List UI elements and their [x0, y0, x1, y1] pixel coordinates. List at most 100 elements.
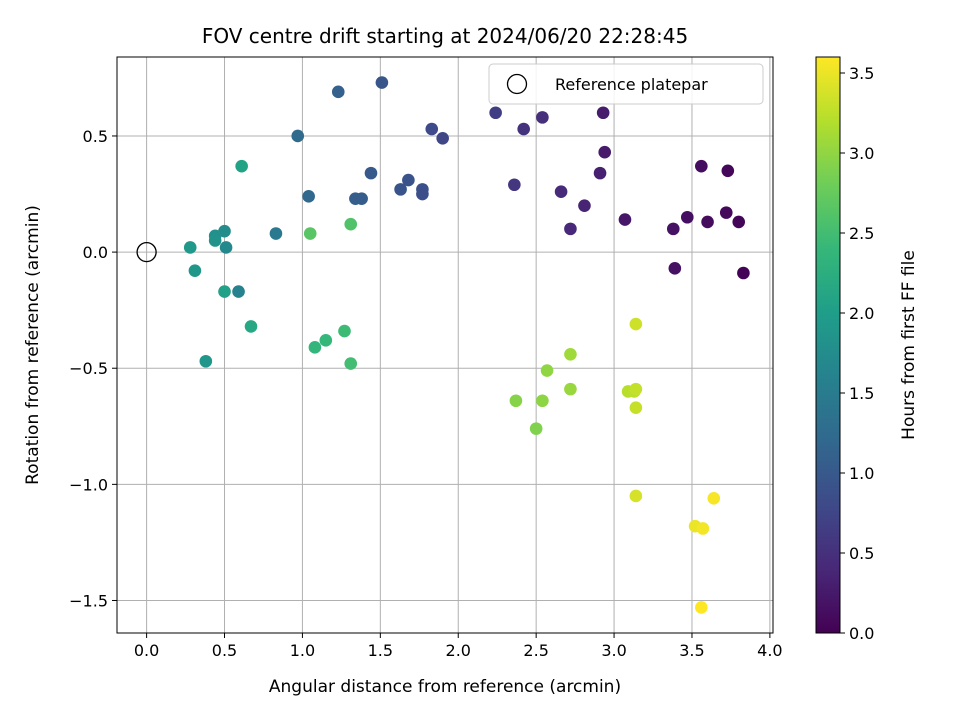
x-tick-label: 3.5: [679, 641, 704, 660]
data-point: [308, 341, 322, 354]
data-point: [425, 122, 439, 136]
x-tick-label: 4.0: [757, 641, 782, 660]
data-point: [540, 364, 554, 377]
data-point: [564, 382, 577, 396]
x-tick-label: 0.0: [134, 641, 159, 660]
data-point: [402, 173, 415, 187]
data-point: [416, 183, 429, 196]
y-tick-label: −1.5: [69, 591, 108, 610]
data-point: [331, 85, 345, 99]
data-point: [529, 422, 543, 435]
data-point: [554, 185, 568, 199]
data-point: [598, 145, 612, 159]
data-point: [232, 285, 245, 298]
data-point: [596, 106, 610, 120]
colorbar: 0.0 0.5 1.0 1.5 2.0 2.5 3.0 3.5 Hours from firs…: [815, 56, 919, 643]
x-tick-label: 1.5: [368, 641, 393, 660]
data-point: [291, 129, 305, 143]
data-point: [208, 234, 222, 247]
x-axis-label: Angular distance from reference (arcmin): [269, 677, 621, 697]
x-tick-label: 0.5: [212, 641, 237, 660]
data-point: [536, 394, 549, 408]
data-point: [244, 320, 258, 333]
reference-marker-group: [136, 241, 157, 263]
data-point: [269, 227, 283, 240]
data-point: [509, 394, 523, 408]
data-point: [666, 222, 680, 236]
colorbar-tick-label: 2.5: [849, 224, 874, 243]
data-point: [218, 224, 231, 238]
data-point: [721, 164, 735, 178]
data-point: [593, 166, 607, 180]
colorbar-tick-label: 3.5: [849, 64, 874, 83]
data-point: [199, 354, 213, 368]
chart-title: FOV centre drift starting at 2024/06/20 …: [202, 24, 688, 48]
reference-platepar-marker: [136, 241, 157, 263]
data-point: [629, 401, 643, 415]
data-point: [303, 227, 317, 240]
y-tick-label: −0.5: [69, 359, 108, 378]
y-axis-ticks: 0.5 0.0 −0.5 −1.0 −1.5: [69, 127, 117, 610]
colorbar-tick-label: 0.5: [849, 544, 874, 563]
data-point: [629, 317, 643, 331]
data-point: [564, 347, 577, 361]
y-axis-label: Rotation from reference (arcmin): [23, 205, 43, 485]
data-point: [732, 215, 746, 229]
data-point: [338, 324, 351, 338]
colorbar-tick-label: 1.5: [849, 384, 874, 403]
legend-entry-label: Reference platepar: [555, 75, 708, 94]
data-point: [188, 264, 202, 277]
data-point: [218, 285, 231, 298]
data-point: [349, 192, 362, 205]
colorbar-tick-label: 3.0: [849, 144, 874, 163]
x-axis-ticks: 0.0 0.5 1.0 1.5 2.0 2.5 3.0 3.5 4.0: [134, 633, 783, 660]
x-tick-label: 3.0: [601, 641, 626, 660]
data-point: [578, 199, 591, 212]
legend-reference-marker: [506, 73, 528, 95]
data-point: [375, 76, 389, 89]
x-tick-label: 2.5: [523, 641, 548, 660]
y-tick-label: 0.5: [83, 127, 108, 146]
data-point: [737, 266, 750, 280]
data-point: [489, 106, 502, 120]
plot-frame: [116, 56, 774, 634]
x-tick-label: 2.0: [446, 641, 471, 660]
legend-box: [488, 63, 764, 105]
data-point: [629, 382, 643, 396]
data-point: [235, 159, 248, 173]
data-point: [394, 183, 407, 196]
data-point: [508, 178, 521, 192]
data-point: [719, 206, 733, 219]
data-point: [629, 489, 643, 503]
colorbar-tick-label: 0.0: [849, 624, 874, 643]
data-point: [436, 131, 449, 145]
x-tick-label: 1.0: [290, 641, 315, 660]
data-point: [701, 215, 714, 229]
colorbar-ticks: 0.0 0.5 1.0 1.5 2.0 2.5 3.0 3.5: [840, 64, 874, 643]
data-point: [517, 122, 530, 136]
colorbar-tick-label: 1.0: [849, 464, 874, 483]
colorbar-tick-label: 2.0: [849, 304, 874, 323]
data-point: [696, 522, 710, 535]
colorbar-label: Hours from first FF file: [899, 250, 919, 440]
data-points: [183, 76, 750, 614]
y-tick-label: 0.0: [83, 243, 108, 262]
data-point: [707, 491, 721, 505]
data-point: [344, 217, 358, 231]
colorbar-gradient: [815, 56, 841, 634]
data-point: [344, 357, 358, 370]
data-point: [364, 166, 378, 180]
data-point: [536, 111, 549, 124]
data-point: [695, 159, 708, 173]
data-point: [302, 190, 315, 203]
data-point: [219, 241, 233, 254]
data-point: [680, 210, 694, 224]
data-point: [618, 213, 632, 226]
data-point: [695, 601, 708, 614]
data-point: [668, 262, 682, 275]
legend: Reference platepar: [488, 63, 764, 105]
data-point: [319, 334, 333, 347]
data-point: [183, 241, 197, 254]
y-tick-label: −1.0: [69, 475, 108, 494]
